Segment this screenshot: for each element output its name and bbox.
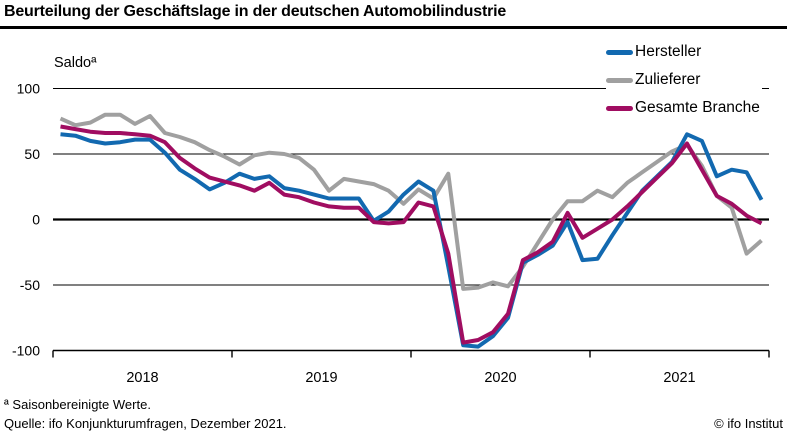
y-tick-label: -100 [12, 343, 40, 359]
zulieferer-line-swatch-icon [606, 77, 633, 83]
chart-footer: ª Saisonbereinigte Werte. Quelle: ifo Ko… [4, 396, 783, 433]
legend-label: Zulieferer [635, 71, 701, 88]
gesamte-branche-line-swatch-icon [606, 105, 633, 111]
x-tick-label-2021: 2021 [663, 370, 695, 386]
chart-legend: Hersteller Zulieferer Gesamte Branche [606, 38, 762, 122]
line-chart-canvas: 100 50 0 -50 -100 2018 2019 2020 2021 [12, 81, 770, 386]
y-tick-label: 0 [32, 212, 40, 228]
y-tick-label: 50 [24, 146, 40, 162]
hersteller-line-swatch-icon [606, 49, 633, 55]
footnote-seasonal-adjustment: ª Saisonbereinigte Werte. [4, 397, 151, 412]
series-line-zulieferer [59, 112, 763, 291]
legend-item-hersteller: Hersteller [606, 38, 760, 66]
y-tick-label: 100 [17, 81, 41, 97]
x-tick-label-2018: 2018 [126, 370, 158, 386]
legend-item-zulieferer: Zulieferer [606, 66, 760, 94]
x-tick-label-2020: 2020 [484, 370, 516, 386]
page-title: Beurteilung der Geschäftslage in der deu… [4, 3, 507, 20]
legend-label: Gesamte Branche [635, 99, 760, 116]
title-divider [0, 26, 787, 29]
series-line-gesamte-branche [60, 124, 763, 345]
legend-item-gesamte-branche: Gesamte Branche [606, 94, 760, 122]
copyright-note: © ifo Institut [714, 415, 783, 431]
legend-label: Hersteller [635, 43, 702, 60]
source-note: Quelle: ifo Konjunkturumfragen, Dezember… [4, 415, 287, 431]
series-line-hersteller [60, 132, 764, 349]
y-axis-unit-label: Saldoª [54, 55, 97, 71]
x-tick-label-2019: 2019 [305, 370, 337, 386]
y-tick-label: -50 [20, 277, 40, 293]
